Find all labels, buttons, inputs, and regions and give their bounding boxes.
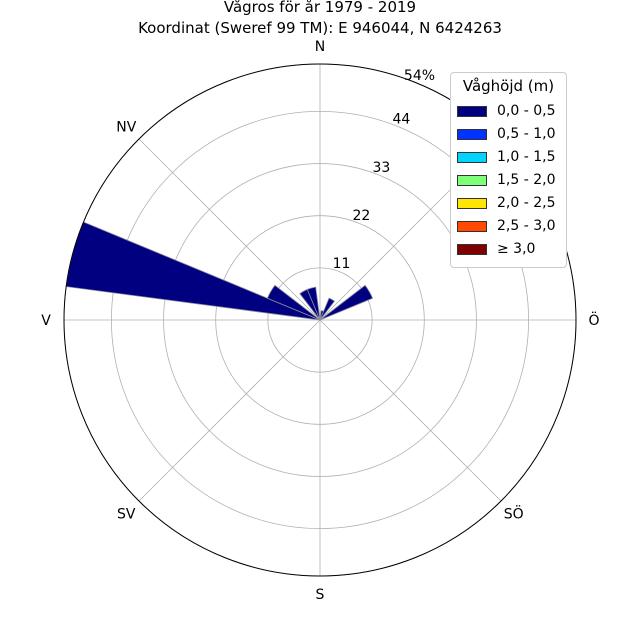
legend-entry: 1,0 - 1,5 <box>457 147 555 167</box>
legend-title: Våghöjd (m) <box>462 77 555 95</box>
rose-sector <box>266 284 321 321</box>
legend-label: 2,5 - 3,0 <box>497 218 556 234</box>
legend-swatch <box>457 105 487 117</box>
legend-label: 2,0 - 2,5 <box>497 195 556 211</box>
direction-label: N <box>315 39 325 55</box>
legend-label: 0,0 - 0,5 <box>497 103 556 119</box>
radial-tick-label: 33 <box>372 160 390 176</box>
direction-label: Ö <box>588 311 599 329</box>
angular-gridline <box>319 319 502 502</box>
radial-tick-label: 54% <box>404 68 435 84</box>
legend-label: 1,5 - 2,0 <box>497 172 556 188</box>
rose-sector <box>319 284 374 321</box>
legend-swatch <box>457 243 487 255</box>
legend-entry: 0,0 - 0,5 <box>457 101 555 121</box>
chart-title: Vågros för år 1979 - 2019 <box>223 0 417 16</box>
rose-sector <box>306 286 321 321</box>
legend-swatch <box>457 151 487 163</box>
radial-tick-label: 11 <box>333 256 351 272</box>
legend-label: 1,0 - 1,5 <box>497 149 556 165</box>
legend-swatch <box>457 128 487 140</box>
direction-label: S <box>316 587 325 603</box>
rose-sector <box>65 221 321 321</box>
radial-tick-label: 22 <box>353 208 371 224</box>
angular-gridline <box>138 319 321 502</box>
chart-subtitle: Koordinat (Sweref 99 TM): E 946044, N 64… <box>138 19 502 37</box>
direction-label: V <box>41 313 51 329</box>
radial-tick-label: 44 <box>392 112 410 128</box>
legend-swatch <box>457 197 487 209</box>
direction-label: SV <box>117 507 136 523</box>
legend-entry: 2,0 - 2,5 <box>457 193 555 213</box>
legend-label: 0,5 - 1,0 <box>497 126 556 142</box>
legend-swatch <box>457 174 487 186</box>
angular-gridline <box>138 138 321 321</box>
legend-entry: 0,5 - 1,0 <box>457 124 555 144</box>
polar-frame <box>63 63 577 577</box>
direction-label: SÖ <box>504 505 524 523</box>
legend-entry: 2,5 - 3,0 <box>457 216 555 236</box>
rose-sector <box>319 297 335 321</box>
legend: Våghöjd (m) 0,0 - 0,5 0,5 - 1,0 1,0 - 1,5 1… <box>450 72 567 268</box>
legend-entry: 1,5 - 2,0 <box>457 170 555 190</box>
legend-label: ≥ 3,0 <box>497 241 536 257</box>
direction-label: NV <box>116 119 136 135</box>
legend-entry: ≥ 3,0 <box>457 239 535 259</box>
legend-swatch <box>457 220 487 232</box>
